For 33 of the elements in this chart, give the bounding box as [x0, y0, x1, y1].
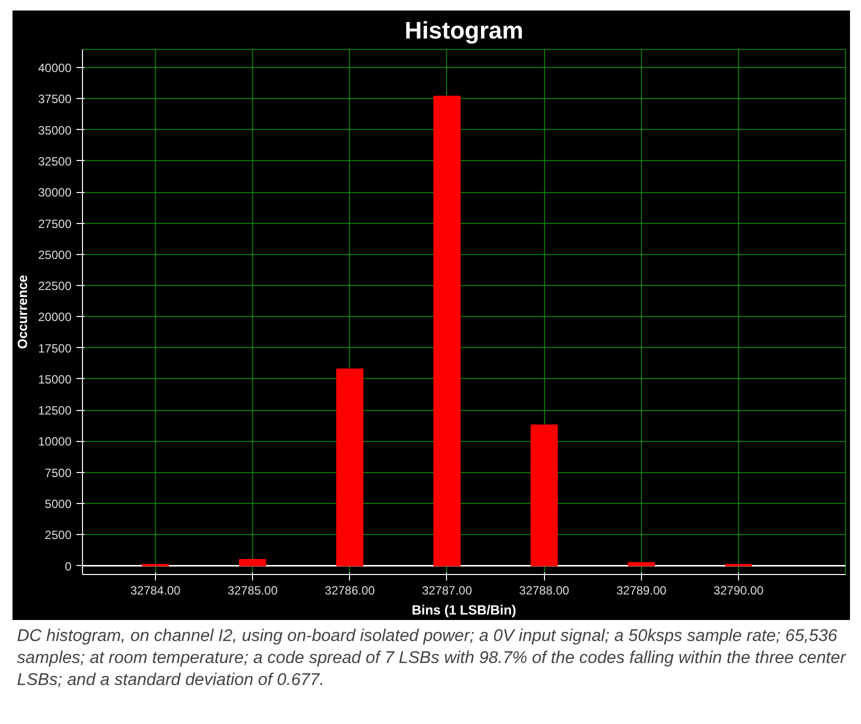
- x-axis-title: Bins (1 LSB/Bin): [412, 602, 516, 618]
- x-tick-label: 32786.00: [324, 584, 376, 598]
- y-tick-label: 0: [64, 559, 72, 574]
- y-tick-label: 7500: [44, 466, 72, 480]
- bar: [238, 559, 266, 566]
- x-tick-label: 32788.00: [519, 584, 570, 598]
- y-tick-label: 27500: [38, 216, 72, 231]
- bar: [336, 368, 364, 566]
- y-tick-label: 35000: [38, 123, 72, 138]
- y-tick-label: 15000: [38, 372, 72, 386]
- y-tick-label: 30000: [38, 186, 72, 200]
- y-tick-label: 40000: [38, 61, 72, 76]
- y-tick-label: 20000: [38, 310, 72, 324]
- y-tick-label: 5000: [44, 497, 72, 512]
- bar: [628, 562, 656, 566]
- y-tick-label: 22500: [38, 279, 72, 294]
- bar: [530, 424, 558, 566]
- y-tick-label: 25000: [38, 248, 72, 262]
- chart-title: Histogram: [404, 18, 524, 44]
- x-tick-label: 32789.00: [616, 584, 667, 598]
- x-tick-label: 32784.00: [130, 584, 181, 598]
- x-tick-label: 32790.00: [714, 584, 764, 598]
- x-tick-label: 32787.00: [422, 584, 472, 598]
- y-tick-label: 10000: [38, 434, 72, 449]
- x-tick-label: 32785.00: [228, 584, 278, 598]
- y-tick-label: 17500: [38, 341, 72, 356]
- y-axis-title: Occurrence: [15, 274, 30, 350]
- y-tick-label: 32500: [38, 154, 72, 168]
- y-tick-label: 12500: [38, 404, 72, 418]
- bar: [433, 96, 461, 566]
- y-tick-label: 37500: [38, 92, 72, 106]
- y-tick-label: 2500: [44, 528, 72, 542]
- text: DC histogram, on channel I2, using on-board isolated power; a 0V input signal; a 50ksps sample rate; 65,536 samples; at room temperature; a code spread of 7 LSBs with 98.7% of the codes falling within the three center LSBs; and a standard deviation of 0.677.: [17, 625, 848, 692]
